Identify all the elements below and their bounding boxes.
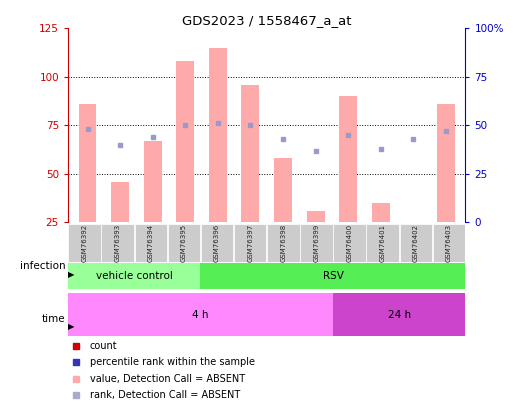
Bar (69, 224, 101, 262)
Bar (333, 293, 465, 337)
Bar (111, 182, 129, 222)
Bar (433, 224, 465, 262)
Bar (367, 224, 399, 262)
Bar (400, 224, 432, 262)
Text: count: count (90, 341, 118, 351)
Bar (267, 224, 300, 262)
Text: GSM76397: GSM76397 (247, 224, 253, 262)
Bar (209, 48, 227, 222)
Text: GSM76402: GSM76402 (413, 224, 419, 262)
Text: value, Detection Call = ABSENT: value, Detection Call = ABSENT (90, 373, 245, 384)
Bar (101, 224, 134, 262)
Bar (68, 293, 333, 337)
Text: time: time (42, 313, 65, 324)
Text: vehicle control: vehicle control (96, 271, 173, 281)
Bar (234, 224, 266, 262)
Text: RSV: RSV (323, 271, 344, 281)
Text: GSM76399: GSM76399 (313, 224, 320, 262)
Bar (144, 141, 162, 222)
Bar (168, 224, 200, 262)
Bar (339, 96, 357, 222)
Text: GSM76403: GSM76403 (446, 224, 452, 262)
Text: 24 h: 24 h (388, 309, 411, 320)
Bar (300, 224, 333, 262)
Text: GSM76392: GSM76392 (82, 224, 87, 262)
Text: GSM76398: GSM76398 (280, 224, 286, 262)
Text: GSM76400: GSM76400 (347, 224, 353, 262)
Bar (176, 61, 194, 222)
Bar (242, 85, 259, 222)
Text: GSM76394: GSM76394 (148, 224, 154, 262)
Title: GDS2023 / 1558467_a_at: GDS2023 / 1558467_a_at (182, 14, 351, 27)
Bar (134, 224, 167, 262)
Text: ▶: ▶ (68, 322, 74, 331)
Text: infection: infection (20, 261, 65, 271)
Text: GSM76396: GSM76396 (214, 224, 220, 262)
Bar (78, 104, 97, 222)
Bar (372, 203, 390, 222)
Bar (201, 224, 233, 262)
Text: GSM76393: GSM76393 (115, 224, 121, 262)
Bar (306, 211, 325, 222)
Bar (437, 104, 455, 222)
Text: GSM76401: GSM76401 (380, 224, 385, 262)
Bar (333, 224, 366, 262)
Text: 4 h: 4 h (192, 309, 209, 320)
Bar (200, 263, 465, 289)
Bar (68, 263, 200, 289)
Bar (274, 158, 292, 222)
Text: GSM76395: GSM76395 (181, 224, 187, 262)
Text: ▶: ▶ (68, 270, 74, 279)
Text: rank, Detection Call = ABSENT: rank, Detection Call = ABSENT (90, 390, 240, 400)
Text: percentile rank within the sample: percentile rank within the sample (90, 358, 255, 367)
